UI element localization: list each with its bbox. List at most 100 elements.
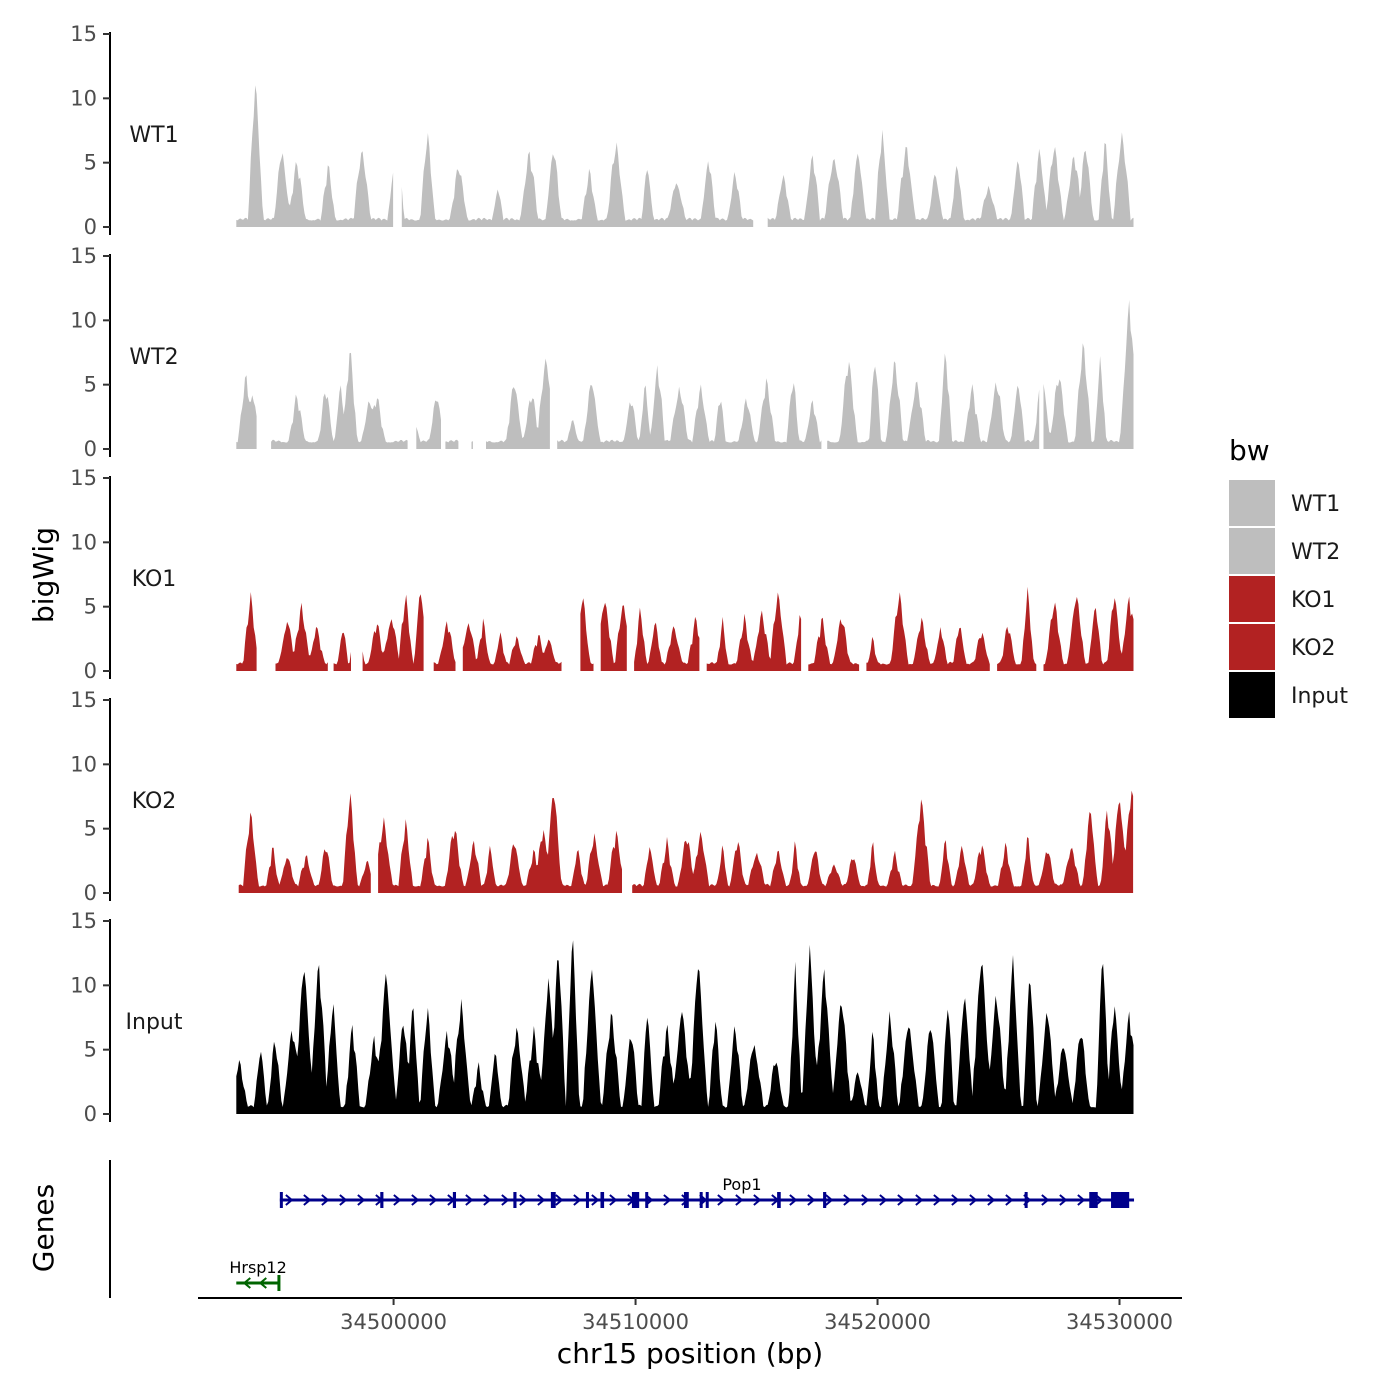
track-label: KO2: [132, 789, 177, 814]
exon: [631, 1192, 640, 1208]
strand-arrow: [321, 1194, 330, 1206]
strand-arrow: [951, 1194, 960, 1206]
track-wt1: 0 5 10 15 WT1: [70, 22, 1134, 239]
track-ko2: 0 5 10 15 KO2: [70, 688, 1134, 905]
coverage-area-input: [236, 940, 1134, 1114]
strand-arrow: [717, 1194, 726, 1206]
coverage-area-wt2: [416, 400, 441, 449]
strand-arrow: [969, 1194, 978, 1206]
strand-arrow: [591, 1194, 600, 1206]
exon: [1111, 1192, 1130, 1208]
y-tick-label: 15: [70, 244, 97, 268]
x-tick-label: 34510000: [582, 1310, 689, 1334]
coverage-area-ko1: [808, 617, 860, 671]
y-tick-label: 15: [70, 22, 97, 46]
exon: [513, 1192, 517, 1208]
track-wt2: 0 5 10 15 WT2: [70, 244, 1134, 461]
coverage-area-ko1: [866, 592, 990, 671]
track-label: KO1: [132, 567, 177, 592]
coverage-area-ko1: [580, 598, 594, 671]
y-tick-label: 10: [70, 530, 97, 554]
y-tick-label: 10: [70, 973, 97, 997]
y-tick-label: 0: [84, 437, 97, 461]
exon: [279, 1192, 283, 1208]
strand-arrow: [663, 1194, 672, 1206]
legend-label: WT1: [1291, 492, 1340, 517]
gene-label: Pop1: [722, 1175, 761, 1194]
legend-label: KO1: [1291, 588, 1336, 613]
exon: [550, 1192, 556, 1208]
strand-arrow: [897, 1194, 906, 1206]
coverage-area-ko1: [333, 632, 351, 671]
strand-arrow: [1059, 1194, 1068, 1206]
coverage-area-ko2: [632, 790, 1134, 893]
coverage-area-wt2: [236, 375, 257, 449]
bigwig-tracks: 0 5 10 15 WT1 0 5 10 15 WT2 0 5 10 15 KO1 0 5 10 15 KO2 0 5 10…: [70, 22, 1134, 1126]
gene-hrsp12: Hrsp12: [229, 1258, 287, 1291]
y-tick-label: 10: [70, 86, 97, 110]
strand-arrow: [915, 1194, 924, 1206]
x-tick-label: 34520000: [824, 1310, 931, 1334]
strand-arrow: [843, 1194, 852, 1206]
y-tick-label: 15: [70, 909, 97, 933]
strand-arrow: [987, 1194, 996, 1206]
exon: [1024, 1192, 1028, 1208]
strand-arrow: [573, 1194, 582, 1206]
strand-arrow: [861, 1194, 870, 1206]
coverage-area-wt2: [445, 439, 459, 449]
coverage-area-ko1: [236, 592, 257, 671]
strand-arrow: [537, 1194, 546, 1206]
coverage-area-ko1: [600, 602, 627, 671]
x-tick-label: 34500000: [340, 1310, 447, 1334]
strand-arrow: [501, 1194, 510, 1206]
y-tick-label: 5: [84, 595, 97, 619]
coverage-area-wt2: [271, 352, 408, 449]
strand-arrow: [1077, 1194, 1086, 1206]
strand-arrow: [1005, 1194, 1014, 1206]
exon: [452, 1192, 457, 1208]
coverage-area-ko1: [362, 594, 424, 671]
coverage-area-wt2: [486, 358, 550, 449]
legend-swatch-ko2: [1229, 624, 1275, 670]
strand-arrow: [789, 1194, 798, 1206]
track-label: WT1: [129, 123, 178, 148]
coverage-area-ko1: [634, 607, 700, 671]
exon: [380, 1192, 384, 1208]
exon: [645, 1192, 649, 1208]
y-tick-label: 10: [70, 308, 97, 332]
y-tick-label: 15: [70, 688, 97, 712]
strand-arrow: [1095, 1194, 1104, 1206]
strand-arrow: [393, 1194, 402, 1206]
strand-arrow: [519, 1194, 528, 1206]
legend-swatch-input: [1229, 672, 1275, 718]
x-tick-label: 34530000: [1066, 1310, 1173, 1334]
strand-arrow: [303, 1194, 312, 1206]
strand-arrow: [339, 1194, 348, 1206]
legend-swatch-wt1: [1229, 480, 1275, 526]
y-axis-title: bigWig: [27, 527, 60, 623]
exon: [600, 1192, 605, 1208]
x-axis-title: chr15 position (bp): [557, 1337, 823, 1370]
exon: [1089, 1192, 1098, 1208]
strand-arrow: [609, 1194, 618, 1206]
coverage-area-ko1: [433, 621, 456, 671]
legend-label: WT2: [1291, 540, 1340, 565]
track-label: Input: [126, 1010, 183, 1035]
coverage-area-ko1: [462, 618, 562, 671]
y-tick-label: 0: [84, 881, 97, 905]
coverage-area-ko1: [1043, 596, 1134, 671]
y-tick-label: 0: [84, 659, 97, 683]
legend: bw WT1 WT2 KO1 KO2 Input: [1229, 434, 1348, 718]
strand-arrow: [933, 1194, 942, 1206]
y-tick-label: 5: [84, 817, 97, 841]
coverage-area-wt1: [236, 85, 394, 227]
coverage-area-ko1: [997, 586, 1037, 671]
strand-arrow: [807, 1194, 816, 1206]
y-tick-label: 15: [70, 466, 97, 490]
y-tick-label: 0: [84, 1102, 97, 1126]
coverage-area-wt2: [1043, 299, 1134, 449]
legend-title: bw: [1229, 434, 1270, 467]
coverage-area-ko2: [378, 798, 622, 893]
coverage-area-wt1: [401, 133, 754, 227]
